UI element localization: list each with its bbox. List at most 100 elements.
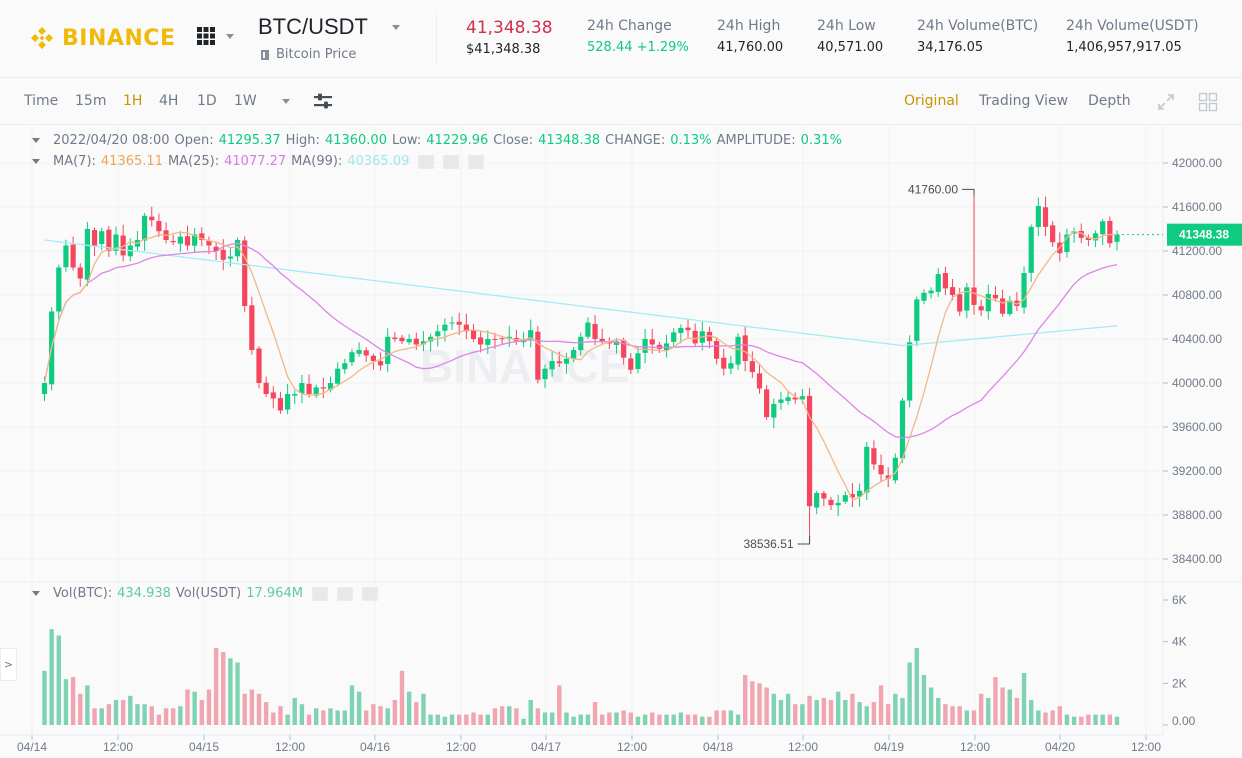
fullscreen-expand-icon[interactable] — [1156, 92, 1176, 112]
view-trading-view[interactable]: Trading View — [979, 93, 1069, 109]
layout-grid-icon[interactable] — [1198, 92, 1218, 112]
visibility-eye-icon[interactable] — [418, 154, 435, 169]
interval-time[interactable]: Time — [24, 93, 59, 109]
legend-amplitude-label: AMPLITUDE: — [716, 133, 796, 148]
svg-text:04/14: 04/14 — [17, 740, 47, 754]
binance-diamond-icon — [31, 27, 53, 49]
stat-value: 40,571.00 — [817, 40, 884, 55]
visibility-eye-icon[interactable] — [311, 586, 328, 601]
ma99-line — [44, 239, 1118, 347]
close-icon[interactable] — [361, 586, 378, 601]
coin-subtitle: Bitcoin Price — [276, 47, 357, 62]
legend-change: 0.13% — [670, 133, 712, 148]
svg-text:12:00: 12:00 — [103, 740, 133, 754]
stat-label: 24h Low — [817, 18, 876, 34]
legend-high: 41360.00 — [324, 133, 387, 148]
stat-24h-volume-usdt: 24h Volume(USDT) 1,406,957,917.05 — [1066, 18, 1199, 55]
price-axis: 42000.00 41600.00 41200.00 40800.00 40400.00… — [1163, 156, 1222, 566]
svg-text:40400.00: 40400.00 — [1172, 332, 1222, 346]
svg-text:4K: 4K — [1172, 635, 1187, 649]
legend-open: 41295.37 — [218, 133, 281, 148]
stat-label: 24h Volume(USDT) — [1066, 18, 1199, 34]
more-intervals-chevron-icon[interactable] — [282, 99, 290, 104]
svg-text:12:00: 12:00 — [960, 740, 990, 754]
svg-text:12:00: 12:00 — [788, 740, 818, 754]
header-divider — [436, 14, 437, 64]
stat-24h-volume-btc: 24h Volume(BTC) 34,176.05 — [917, 18, 1038, 55]
svg-text:40800.00: 40800.00 — [1172, 288, 1222, 302]
coin-info-link[interactable]: Bitcoin Price — [260, 47, 356, 62]
ma25-label: MA(25): — [167, 154, 220, 169]
volume-bars — [42, 629, 1120, 725]
binance-watermark: BINANCE — [420, 340, 630, 392]
stat-value: 41,760.00 — [717, 40, 784, 55]
last-price-block: 41,348.38 $41,348.38 — [466, 18, 553, 57]
chart-area[interactable]: BINANCE 42000.00 41600.00 41200.00 40800.00 4… — [0, 126, 1242, 758]
svg-text:38800.00: 38800.00 — [1172, 508, 1222, 522]
svg-text:40000.00: 40000.00 — [1172, 376, 1222, 390]
ohlc-legend: 2022/04/20 08:00 Open: 41295.37 High: 41… — [32, 133, 842, 148]
sidebar-expand-button[interactable]: > — [0, 648, 17, 681]
stat-24h-low: 24h Low 40,571.00 — [817, 18, 883, 55]
current-price-tag — [1167, 223, 1242, 246]
svg-text:04/16: 04/16 — [360, 740, 390, 754]
svg-text:41600.00: 41600.00 — [1172, 200, 1222, 214]
ma25-value: 41077.27 — [224, 154, 287, 169]
stat-24h-change: 24h Change 528.44 +1.29% — [587, 18, 689, 55]
collapse-triangle-icon[interactable] — [32, 591, 40, 596]
binance-logo[interactable]: BINANCE — [28, 24, 175, 52]
pair-selector[interactable]: BTC/USDT — [258, 14, 400, 40]
svg-text:12:00: 12:00 — [275, 740, 305, 754]
interval-15m[interactable]: 15m — [75, 93, 107, 109]
svg-text:12:00: 12:00 — [1131, 740, 1161, 754]
ma7-line — [43, 230, 1117, 501]
indicator-settings-icon[interactable] — [313, 92, 333, 110]
vol-btc-label: Vol(BTC): — [53, 586, 113, 601]
svg-text:04/18: 04/18 — [703, 740, 733, 754]
svg-text:38400.00: 38400.00 — [1172, 552, 1222, 566]
legend-high-label: High: — [285, 133, 320, 148]
grid-apps-icon — [197, 27, 215, 45]
svg-text:12:00: 12:00 — [446, 740, 476, 754]
settings-icon[interactable] — [443, 154, 460, 169]
legend-amplitude: 0.31% — [800, 133, 842, 148]
legend-datetime: 2022/04/20 08:00 — [53, 133, 170, 148]
settings-icon[interactable] — [336, 586, 353, 601]
stat-label: 24h Change — [587, 18, 672, 34]
collapse-triangle-icon[interactable] — [32, 138, 40, 143]
ma-legend: MA(7): 41365.11 MA(25): 41077.27 MA(99):… — [32, 154, 485, 169]
pair-name: BTC/USDT — [258, 14, 368, 39]
legend-close: 41348.38 — [538, 133, 601, 148]
svg-text:6K: 6K — [1172, 593, 1187, 607]
vol-btc-value: 434.938 — [117, 586, 171, 601]
legend-low: 41229.96 — [426, 133, 489, 148]
apps-menu-button[interactable] — [196, 26, 234, 46]
svg-text:0.00: 0.00 — [1172, 714, 1196, 728]
legend-close-label: Close: — [493, 133, 534, 148]
interval-1h[interactable]: 1H — [123, 93, 143, 109]
interval-1d[interactable]: 1D — [197, 93, 217, 109]
svg-text:41348.38: 41348.38 — [1179, 228, 1229, 242]
high-low-annotations: 41760.00 38536.51 — [743, 182, 975, 551]
collapse-triangle-icon[interactable] — [32, 159, 40, 164]
ma99-value: 40365.09 — [347, 154, 410, 169]
brand-name: BINANCE — [62, 25, 176, 51]
stat-value: 1,406,957,917.05 — [1066, 40, 1182, 55]
svg-text:39600.00: 39600.00 — [1172, 420, 1222, 434]
candlestick-chart[interactable]: BINANCE42000.0041600.0041200.0040800.004… — [0, 126, 1242, 758]
ma99-label: MA(99): — [291, 154, 343, 169]
chart-toolbar: Time 15m 1H 4H 1D 1W Original Trading Vi… — [0, 79, 1242, 125]
ma25-line — [43, 242, 1118, 439]
interval-1w[interactable]: 1W — [234, 93, 257, 109]
last-price: 41,348.38 — [466, 18, 553, 38]
svg-text:04/19: 04/19 — [874, 740, 904, 754]
volume-axis: 0.00 2K 4K 6K — [1163, 593, 1196, 728]
view-original[interactable]: Original — [904, 93, 959, 109]
close-icon[interactable] — [468, 154, 485, 169]
interval-4h[interactable]: 4H — [159, 93, 179, 109]
ma7-value: 41365.11 — [100, 154, 163, 169]
stat-label: 24h Volume(BTC) — [917, 18, 1039, 34]
stat-label: 24h High — [717, 18, 781, 34]
legend-open-label: Open: — [174, 133, 214, 148]
view-depth[interactable]: Depth — [1088, 93, 1131, 109]
